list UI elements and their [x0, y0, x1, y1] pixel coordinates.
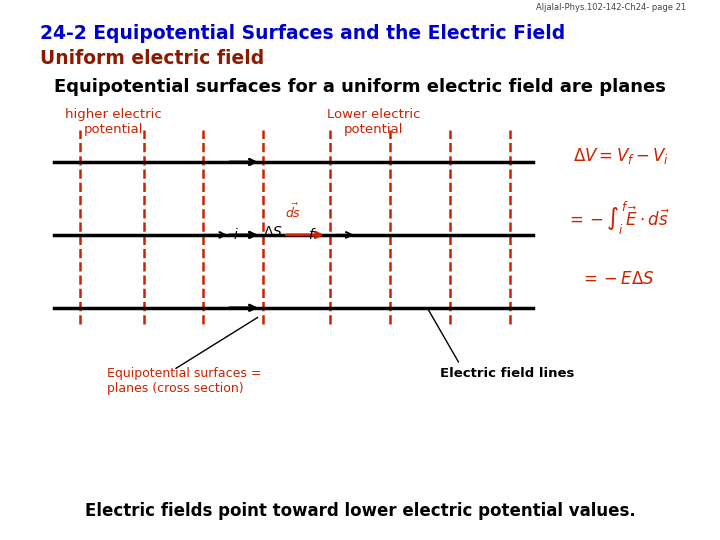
Text: $\vec{ds}$: $\vec{ds}$	[285, 203, 302, 221]
Text: 24-2 Equipotential Surfaces and the Electric Field: 24-2 Equipotential Surfaces and the Elec…	[40, 24, 565, 43]
Text: Lower electric
potential: Lower electric potential	[327, 108, 420, 136]
Text: i: i	[233, 228, 238, 242]
Text: Electric fields point toward lower electric potential values.: Electric fields point toward lower elect…	[85, 502, 635, 520]
Text: Aljalal-Phys.102-142-Ch24- page 21: Aljalal-Phys.102-142-Ch24- page 21	[536, 3, 686, 12]
Text: $\Delta V = V_f - V_i$: $\Delta V = V_f - V_i$	[573, 146, 669, 166]
Text: Uniform electric field: Uniform electric field	[40, 49, 264, 68]
Text: Electric field lines: Electric field lines	[440, 367, 575, 380]
Text: Equipotential surfaces =
planes (cross section): Equipotential surfaces = planes (cross s…	[107, 367, 261, 395]
Text: Equipotential surfaces for a uniform electric field are planes: Equipotential surfaces for a uniform ele…	[54, 78, 666, 96]
Text: f: f	[308, 228, 313, 242]
Text: $\Delta S$: $\Delta S$	[264, 225, 284, 239]
Text: $= -\int_i^f \vec{E} \cdot d\vec{s}$: $= -\int_i^f \vec{E} \cdot d\vec{s}$	[567, 200, 670, 237]
Text: $= -E\Delta S$: $= -E\Delta S$	[580, 270, 654, 288]
Text: higher electric
potential: higher electric potential	[65, 108, 162, 136]
